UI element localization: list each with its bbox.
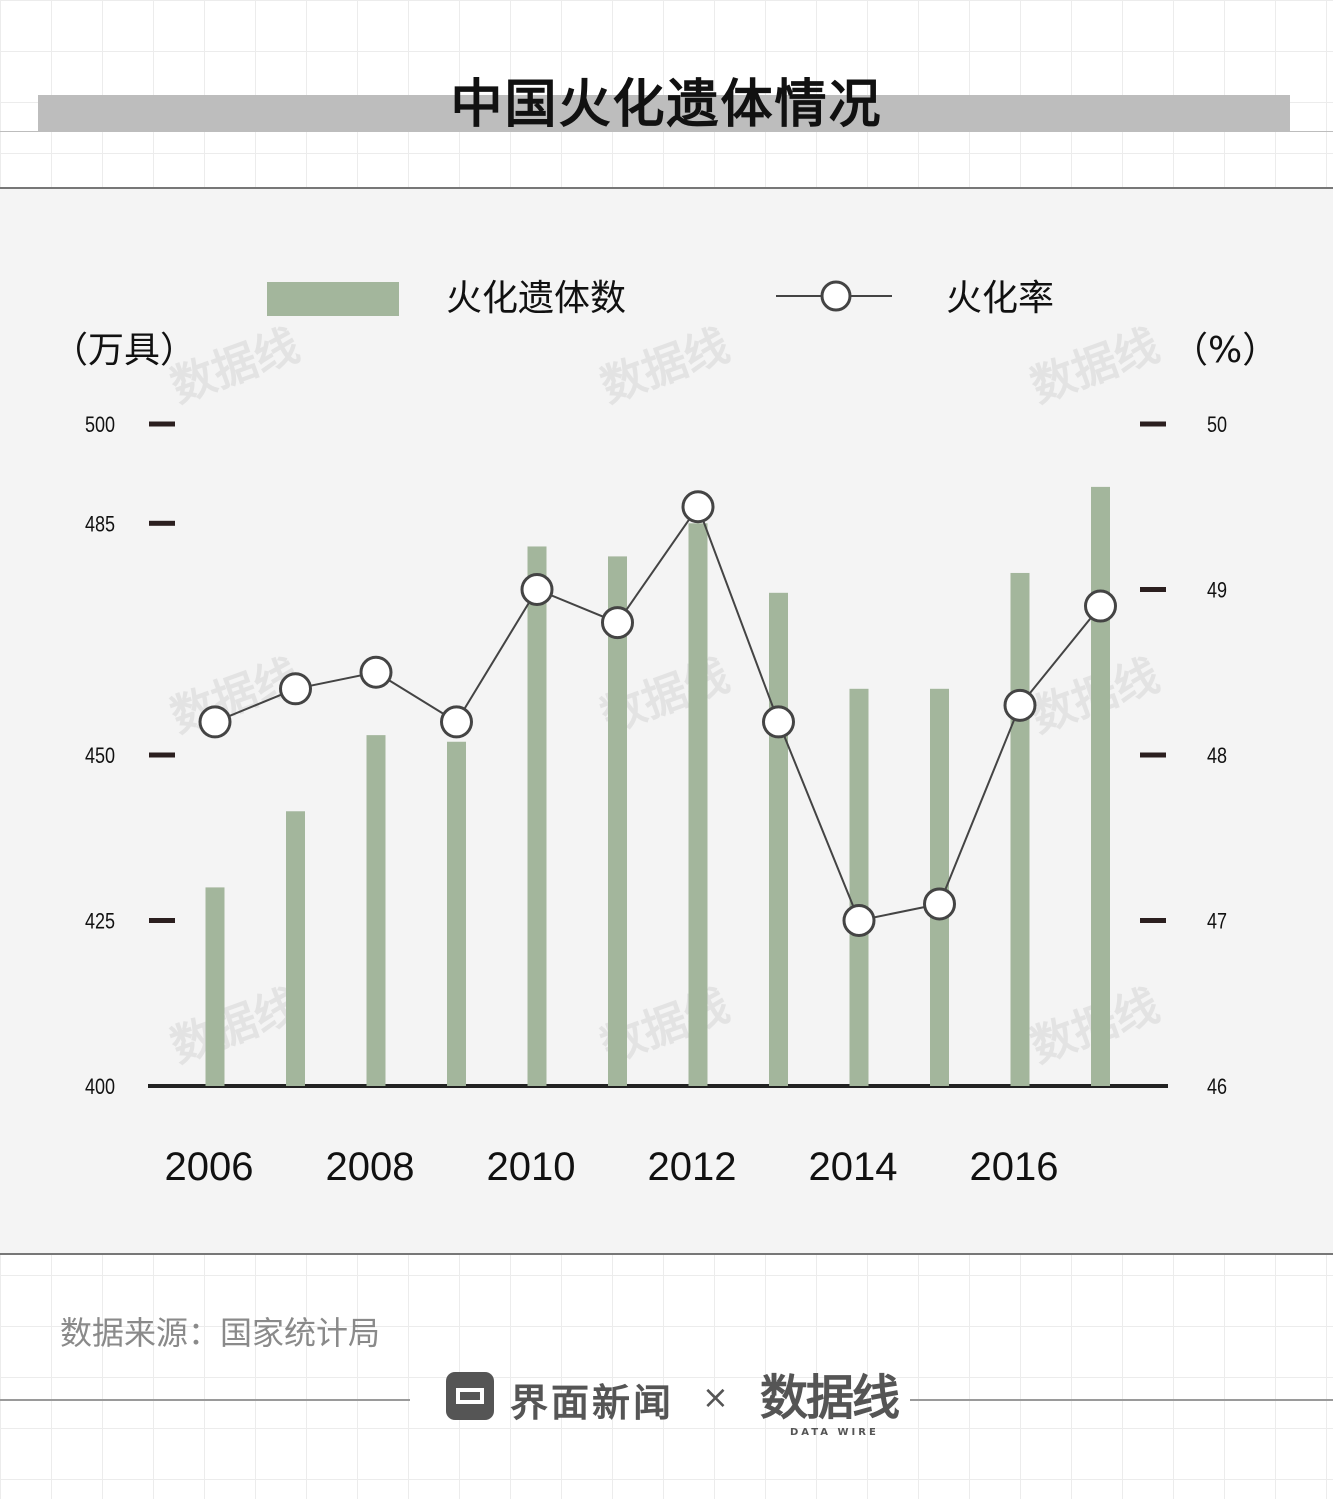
legend: 火化遗体数 火化率: [267, 278, 1054, 319]
x-tick-label: 2006: [165, 1145, 254, 1189]
data-source: 数据来源：国家统计局: [60, 1314, 381, 1352]
page-title: 中国火化遗体情况: [450, 75, 883, 135]
legend-bar-swatch: [267, 282, 399, 316]
rate-point: [923, 887, 956, 921]
left-axis-unit: （万具）: [52, 330, 196, 371]
bar: [769, 592, 788, 1086]
right-tick-mark: [1140, 587, 1166, 592]
title-band: [38, 95, 1290, 131]
right-axis-unit: （%）: [1172, 330, 1278, 371]
watermark: 数据线: [594, 320, 735, 413]
line-layer: [198, 490, 1117, 937]
bar: [205, 887, 225, 1086]
left-tick-mark: [149, 918, 175, 923]
legend-line-label: 火化率: [946, 278, 1054, 319]
watermark: 数据线: [164, 980, 305, 1073]
bar: [286, 811, 305, 1086]
bar: [447, 741, 466, 1086]
footer-divider-right: [910, 1399, 1333, 1401]
left-tick-label: 425: [85, 910, 115, 934]
bar: [1010, 572, 1030, 1086]
bar: [366, 735, 386, 1086]
left-tick-mark: [149, 421, 175, 427]
bar: [527, 546, 547, 1086]
bar: [849, 688, 869, 1086]
bar: [688, 523, 708, 1086]
x-tick-label: 2008: [326, 1145, 415, 1189]
datawire-logo-subtext: DATA WIRE: [790, 1427, 879, 1438]
rate-point: [1003, 688, 1037, 722]
rate-point: [279, 672, 312, 706]
rate-point: [762, 705, 795, 739]
footer-divider-left: [0, 1399, 410, 1401]
rate-point: [198, 705, 232, 739]
rate-point: [359, 655, 393, 689]
rate-point: [601, 606, 634, 640]
brand-separator: ×: [702, 1378, 729, 1416]
brand-name: 界面新闻: [510, 1381, 675, 1425]
axes: （万具） （%） 400 425 450 485 500 46 47 48 49 50: [52, 330, 1278, 1099]
rate-point: [1084, 589, 1117, 623]
x-tick-label: 2012: [648, 1145, 737, 1189]
rate-point: [681, 490, 715, 524]
left-tick-label: 400: [85, 1075, 115, 1099]
left-tick-mark: [149, 520, 175, 526]
right-tick-mark: [1140, 421, 1166, 427]
left-tick-label: 485: [85, 513, 115, 537]
watermark: 数据线: [1024, 320, 1165, 413]
left-tick-mark: [149, 752, 175, 758]
bars-layer: [205, 486, 1110, 1086]
x-axis-labels: 2006 2008 2010 2012 2014 2016: [165, 1145, 1059, 1189]
right-tick-label: 47: [1207, 910, 1227, 934]
rate-point: [520, 573, 554, 606]
left-tick-label: 500: [85, 413, 115, 437]
bar: [608, 556, 627, 1086]
datawire-logo: 数据线: [760, 1370, 900, 1426]
legend-line-marker: [820, 280, 852, 312]
left-tick-label: 450: [85, 744, 115, 768]
right-tick-label: 46: [1207, 1075, 1227, 1099]
rate-point: [842, 904, 876, 937]
bar: [1091, 486, 1110, 1086]
legend-bar-label: 火化遗体数: [446, 278, 626, 319]
right-tick-label: 48: [1207, 744, 1227, 768]
x-tick-label: 2016: [970, 1145, 1059, 1189]
title-divider: [0, 131, 1333, 132]
right-tick-mark: [1140, 918, 1166, 923]
rate-point: [440, 705, 473, 739]
x-tick-label: 2010: [487, 1145, 576, 1189]
jiemian-logo-icon: [446, 1372, 494, 1420]
right-tick-label: 50: [1207, 413, 1227, 437]
x-tick-label: 2014: [809, 1145, 898, 1189]
bar: [930, 688, 949, 1086]
right-tick-label: 49: [1207, 579, 1227, 603]
right-tick-mark: [1140, 752, 1166, 758]
